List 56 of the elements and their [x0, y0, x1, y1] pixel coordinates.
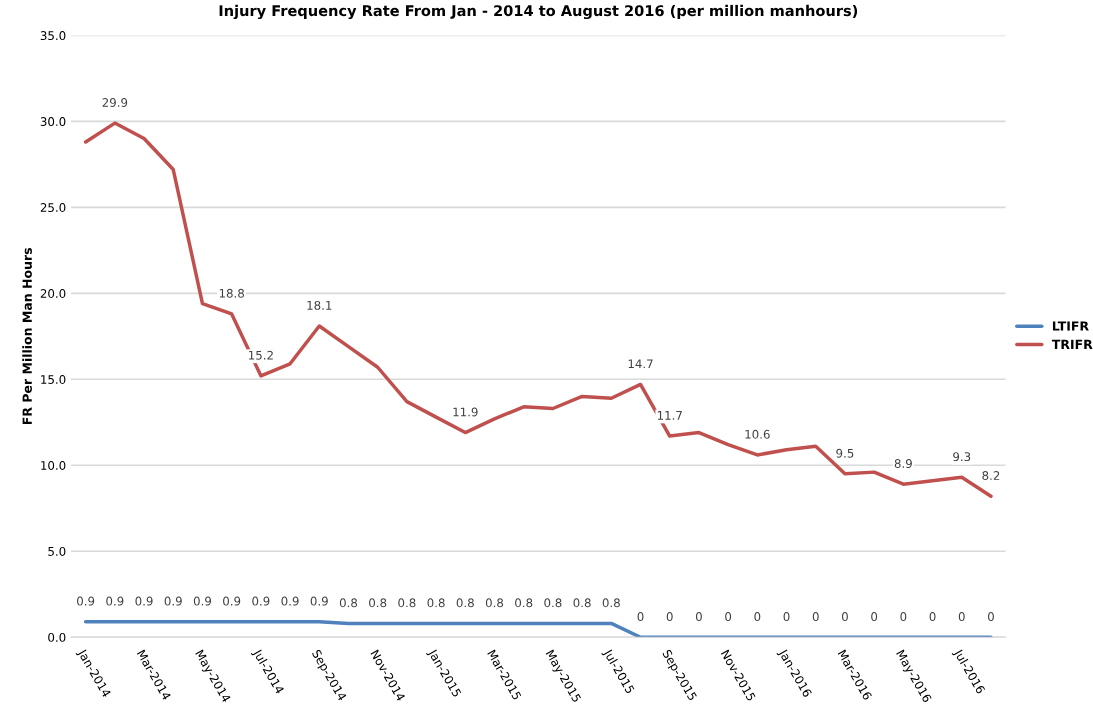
- legend-label: LTIFR: [1052, 321, 1089, 331]
- y-tick-label: 20.0: [40, 289, 66, 298]
- data-label: 0: [812, 612, 819, 622]
- data-label: 0.9: [252, 596, 270, 606]
- data-label: 9.3: [953, 452, 971, 462]
- data-label: 0.8: [456, 598, 474, 608]
- data-label: 15.2: [249, 350, 273, 360]
- data-label: 0.8: [398, 598, 416, 608]
- data-label: 18.8: [219, 288, 244, 298]
- data-label: 0.9: [223, 596, 241, 606]
- data-label: 0.8: [485, 598, 504, 608]
- data-label: 11.9: [453, 407, 478, 417]
- data-label: 0.9: [77, 596, 95, 606]
- y-axis-title: FR Per Million Man Hours: [22, 248, 32, 425]
- data-label: 0.8: [544, 598, 562, 608]
- data-label: 0: [841, 612, 848, 622]
- data-label: 9.5: [836, 448, 854, 458]
- data-label: 0: [871, 612, 878, 622]
- y-tick-label: 15.0: [41, 375, 66, 384]
- legend-label: TRIFR: [1051, 339, 1093, 349]
- data-label: 0: [929, 612, 936, 622]
- y-tick-label: 35.0: [40, 31, 66, 41]
- y-tick-label: 5.0: [48, 546, 66, 556]
- data-label: 0.8: [515, 598, 533, 608]
- data-label: 10.6: [745, 429, 770, 439]
- data-label: 0.9: [135, 596, 153, 606]
- data-label: 0: [666, 612, 673, 622]
- data-label: 0.8: [573, 598, 591, 608]
- data-label: 0.9: [106, 596, 124, 606]
- data-label: 0: [987, 612, 994, 622]
- y-tick-label: 25.0: [40, 203, 66, 212]
- data-label: 0: [900, 612, 907, 622]
- data-label: 8.9: [894, 459, 912, 468]
- data-label: 0.9: [164, 596, 182, 606]
- data-label: 14.7: [628, 359, 653, 369]
- data-label: 0: [783, 612, 790, 622]
- data-label: 0: [725, 612, 732, 622]
- data-label: 0.8: [602, 598, 620, 608]
- data-label: 0.9: [281, 596, 299, 606]
- data-label: 0.9: [310, 596, 328, 606]
- data-label: 8.2: [982, 471, 1000, 481]
- data-label: 0.9: [193, 596, 212, 606]
- data-label: 0: [958, 612, 965, 622]
- data-label: 0: [637, 612, 644, 622]
- data-label: 0: [695, 612, 702, 622]
- data-label: 0.8: [427, 598, 445, 608]
- data-label: 0.8: [339, 598, 358, 608]
- data-label: 29.9: [102, 97, 128, 107]
- data-label: 11.7: [657, 411, 682, 420]
- data-label: 18.1: [307, 300, 332, 310]
- y-tick-label: 30.0: [40, 117, 66, 127]
- y-tick-label: 0.0: [48, 632, 66, 642]
- data-label: 0: [754, 612, 761, 622]
- y-tick-label: 10.0: [41, 460, 66, 470]
- data-label: 0.8: [369, 598, 387, 608]
- chart-title: Injury Frequency Rate From Jan - 2014 to August 2016 (per million manhours): [219, 4, 858, 20]
